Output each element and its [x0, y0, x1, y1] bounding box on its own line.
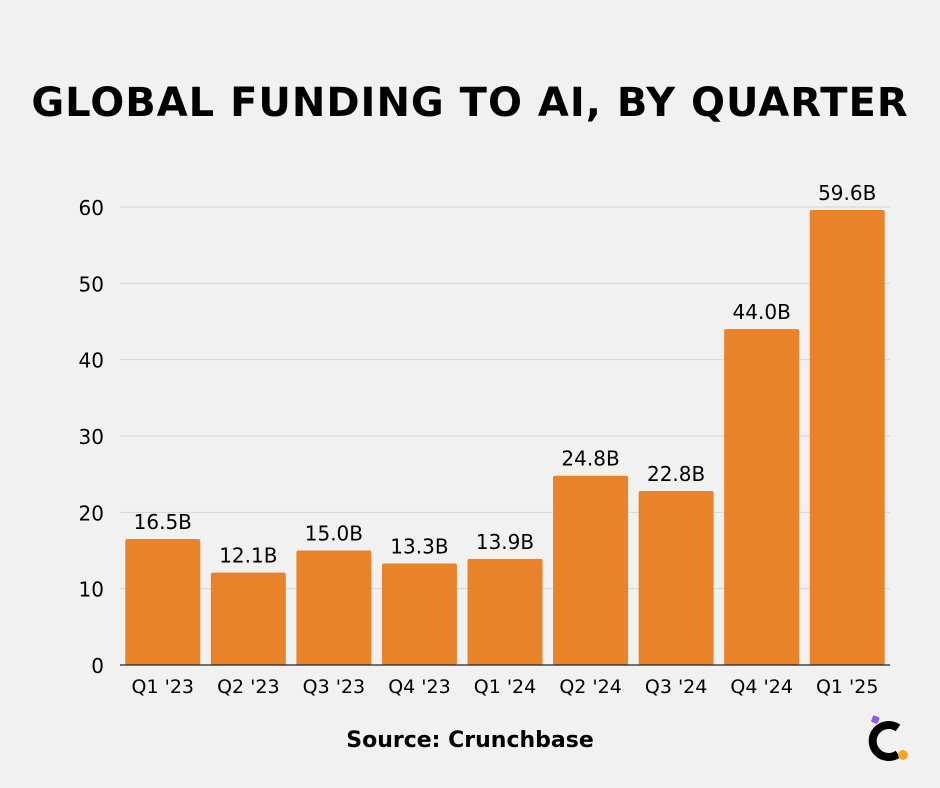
y-tick-label: 10	[79, 578, 104, 602]
x-tick-label: Q3 '23	[303, 676, 365, 698]
y-tick-label: 0	[91, 654, 104, 678]
bar-value-label: 16.5B	[134, 510, 192, 534]
bar	[296, 550, 372, 665]
bar	[638, 490, 714, 665]
logo-dot	[898, 750, 908, 760]
bar-value-label: 22.8B	[647, 462, 705, 486]
crunchbase-logo-icon	[868, 715, 908, 761]
x-tick-label: Q1 '25	[816, 676, 878, 698]
x-tick-label: Q1 '23	[132, 676, 194, 698]
bar	[381, 563, 457, 665]
label-layer: 16.5B 12.1B 15.0B 13.3B 13.9B 24.8B 22.8B 44.0B…	[134, 181, 877, 568]
y-tick-label: 20	[79, 501, 104, 525]
y-tick-label: 30	[79, 425, 104, 449]
bar	[467, 558, 543, 665]
logo-accent-mark	[871, 715, 880, 724]
x-tick-label: Q2 '24	[559, 676, 621, 698]
bar-value-label: 44.0B	[733, 300, 791, 324]
bar-value-label: 59.6B	[818, 181, 876, 205]
bar	[210, 572, 286, 665]
bar	[553, 475, 629, 665]
bar-value-label: 13.9B	[476, 530, 534, 554]
x-tick-label: Q2 '23	[217, 676, 279, 698]
bar-value-label: 12.1B	[219, 544, 277, 568]
x-tick-label: Q1 '24	[474, 676, 536, 698]
logo-c-shape	[868, 721, 901, 761]
y-tick-label: 40	[79, 349, 104, 373]
y-tick-label: 60	[79, 196, 104, 220]
bar	[809, 210, 885, 665]
source-caption: Source: Crunchbase	[346, 728, 594, 753]
x-tick-label: Q3 '24	[645, 676, 707, 698]
x-tick-label: Q4 '24	[730, 676, 792, 698]
bar	[125, 539, 201, 665]
y-tick-label: 50	[79, 272, 104, 296]
bar-value-label: 15.0B	[305, 522, 363, 546]
axis-layer: 0 10 20 30 40 50 60 Q1 '23 Q2 '23 Q3 '23 Q4 '23 Q1 …	[79, 196, 890, 698]
chart-title: GLOBAL FUNDING TO AI, BY QUARTER	[31, 80, 909, 126]
bar-value-label: 13.3B	[390, 534, 448, 558]
bar-layer	[125, 210, 885, 665]
bar-value-label: 24.8B	[561, 447, 619, 471]
bar	[724, 329, 800, 665]
x-tick-label: Q4 '23	[388, 676, 450, 698]
